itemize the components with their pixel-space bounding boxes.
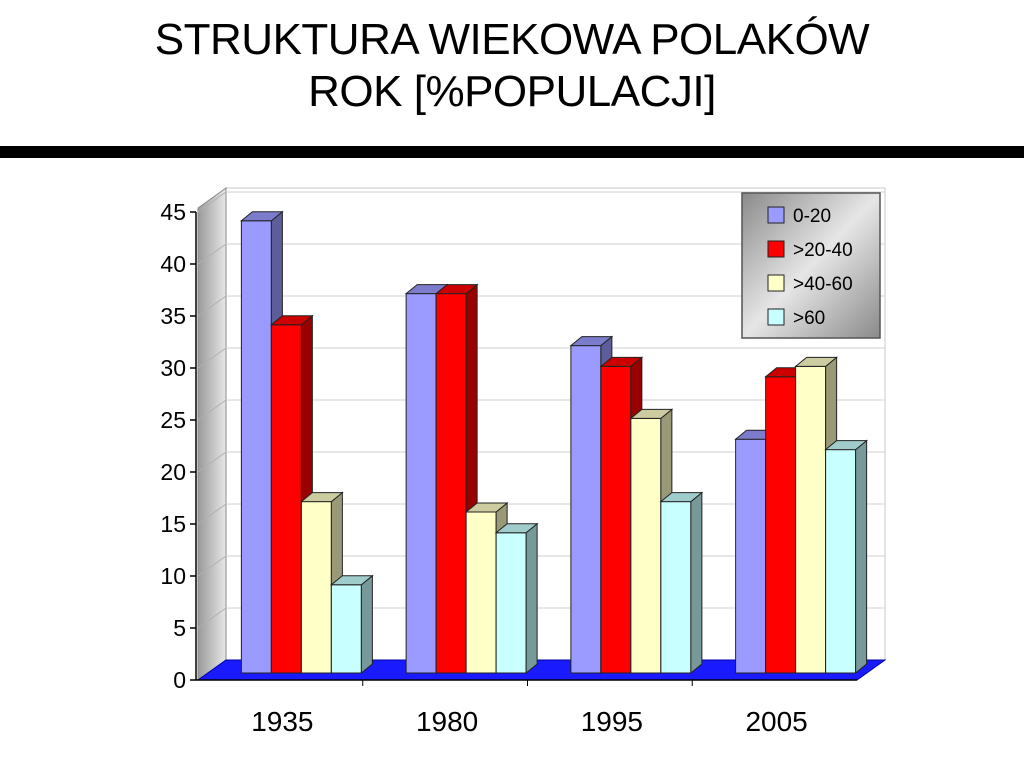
gridline-side <box>197 295 227 317</box>
bar-top->40-60-1995 <box>629 408 674 419</box>
bar-top->20-40-1995 <box>599 356 644 367</box>
y-tick-label: 40 <box>160 251 186 277</box>
bar->20-40-1995 <box>600 365 632 674</box>
y-tick-label: 5 <box>173 615 186 641</box>
bar-top->40-60-1935 <box>299 492 344 503</box>
bar->60-2005 <box>825 449 857 674</box>
x-tick-label-1935: 1935 <box>251 706 313 737</box>
bar-top->40-60-1980 <box>464 502 509 513</box>
bar-0-20-1995 <box>570 345 602 674</box>
bar-top->60-1935 <box>329 575 374 586</box>
bar->40-60-1980 <box>465 511 497 674</box>
bar-top->60-1980 <box>494 523 539 534</box>
x-tick-label-1980: 1980 <box>416 706 478 737</box>
bar->60-1980 <box>495 532 527 674</box>
bar-top->60-1995 <box>659 492 704 503</box>
bar->40-60-1935 <box>300 501 332 674</box>
y-tick-label: 45 <box>160 199 186 225</box>
bar->60-1995 <box>660 501 692 674</box>
bar-side->60-1995 <box>690 491 703 675</box>
bar-top-0-20-1935 <box>239 211 284 222</box>
bar-top->20-40-1935 <box>269 315 314 326</box>
bar->60-1935 <box>330 584 362 674</box>
bar-0-20-1980 <box>405 293 437 674</box>
y-tick-label: 10 <box>160 563 186 589</box>
y-tick-label: 25 <box>160 407 186 433</box>
legend-swatch->20-40 <box>767 240 785 258</box>
legend-box <box>741 192 881 339</box>
slide-title-line-2: ROK [%POPULACJI] <box>308 67 716 116</box>
bar->40-60-1995 <box>630 417 662 674</box>
gridline-side <box>197 243 227 265</box>
slide-title: STRUKTURA WIEKOWA POLAKÓW ROK [%POPULACJ… <box>0 14 1024 118</box>
x-tick-label-1995: 1995 <box>581 706 643 737</box>
legend-label->20-40: >20-40 <box>793 240 853 261</box>
y-tick-label: 20 <box>160 459 186 485</box>
y-tick-label: 30 <box>160 355 186 381</box>
bar-top-0-20-1995 <box>569 336 614 347</box>
legend-swatch-0-20 <box>767 206 785 224</box>
bar-0-20-1935 <box>240 220 272 674</box>
legend-label-0-20: 0-20 <box>793 206 831 227</box>
y-tick-label: 0 <box>173 667 186 693</box>
gridline-side <box>197 451 227 473</box>
gridline-side <box>197 607 227 629</box>
bar-side->60-1935 <box>360 574 373 675</box>
bar-top->20-40-1980 <box>434 284 479 295</box>
bar-side->60-2005 <box>855 439 868 675</box>
legend-swatch->60 <box>767 308 785 326</box>
chart-side-wall <box>197 187 227 681</box>
bar-0-20-2005 <box>735 438 767 674</box>
gridline-side <box>197 399 227 421</box>
gridline-side <box>197 555 227 577</box>
x-tick-label-2005: 2005 <box>745 706 807 737</box>
legend-swatch->40-60 <box>767 274 785 292</box>
bar-top->60-2005 <box>824 440 869 451</box>
bar->20-40-2005 <box>765 376 797 674</box>
bar-side->60-1980 <box>525 522 538 675</box>
y-tick-label: 35 <box>160 303 186 329</box>
y-tick-label: 15 <box>160 511 186 537</box>
gridline-side <box>197 191 227 213</box>
legend-label->40-60: >40-60 <box>793 274 853 295</box>
gridline-side <box>197 347 227 369</box>
bar->20-40-1980 <box>435 293 467 674</box>
slide-title-line-1: STRUKTURA WIEKOWA POLAKÓW <box>154 15 870 64</box>
title-divider <box>0 146 1024 158</box>
bar-top->40-60-2005 <box>794 356 839 367</box>
legend-label->60: >60 <box>793 308 825 329</box>
gridline-side <box>197 503 227 525</box>
bar->40-60-2005 <box>795 365 827 674</box>
bar->20-40-1935 <box>270 324 302 674</box>
